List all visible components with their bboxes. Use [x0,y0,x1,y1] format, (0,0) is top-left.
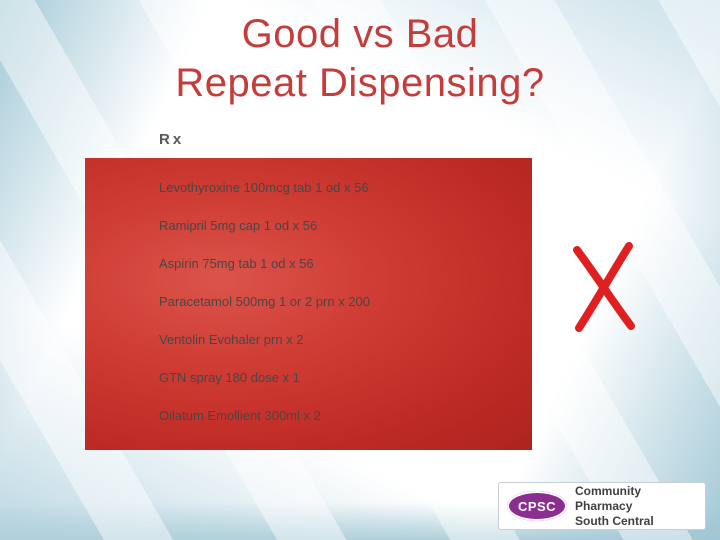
slide-title: Good vs Bad Repeat Dispensing? [0,10,720,108]
red-cross-icon [563,238,647,336]
medication-item: Ventolin Evohaler prn x 2 [159,332,304,347]
medication-item: Paracetamol 500mg 1 or 2 prn x 200 [159,294,371,309]
logo-text: Community Pharmacy South Central [575,484,697,529]
organization-logo: CPSC Community Pharmacy South Central [498,482,706,530]
medication-item: Ramipril 5mg cap 1 od x 56 [159,218,318,233]
logo-abbr: CPSC [517,498,557,514]
medication-item: Levothyroxine 100mcg tab 1 od x 56 [159,180,369,195]
slide-title-line2: Repeat Dispensing? [175,60,545,105]
medication-item: GTN spray 180 dose x 1 [159,370,300,385]
rx-label: Rx [159,131,185,148]
cpsc-logo-icon: CPSC [507,491,567,521]
logo-org-line2: South Central [575,513,654,528]
slide-title-line1: Good vs Bad [241,12,479,56]
medication-item: Aspirin 75mg tab 1 od x 56 [159,256,314,271]
logo-org-line1: Community Pharmacy [575,483,641,513]
medication-list-box: Levothyroxine 100mcg tab 1 od x 56 Ramip… [85,158,532,450]
medication-item: Oilatum Emollient 300ml x 2 [159,408,321,423]
